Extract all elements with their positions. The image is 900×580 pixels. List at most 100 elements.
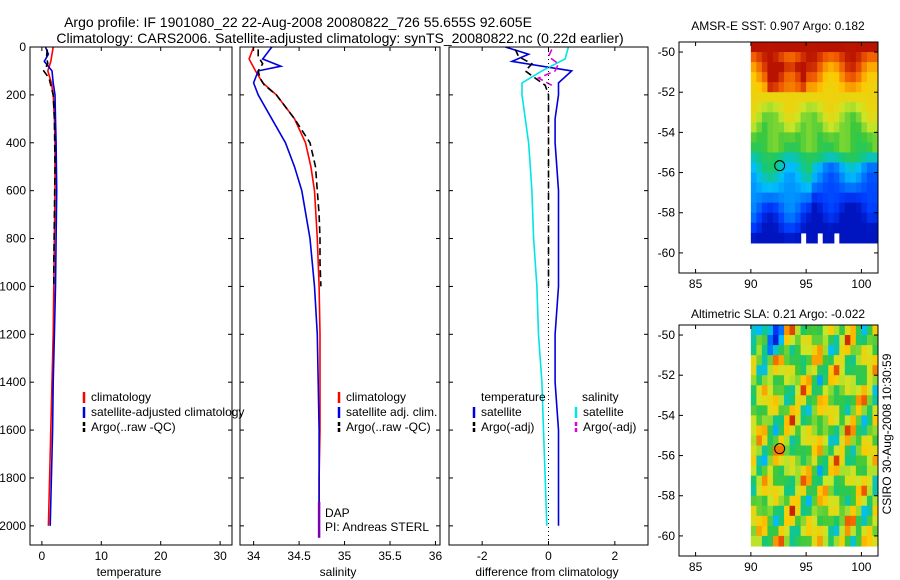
sla-map-cell-191	[789, 405, 796, 416]
sst-map-cell-115	[750, 92, 757, 103]
sla-map-cell-490	[789, 535, 796, 547]
sst-map-cell-245	[833, 142, 840, 154]
sst-map-cell-254	[756, 152, 763, 164]
sst-map-cell-83	[828, 72, 835, 83]
sst-map-cell-286	[806, 162, 813, 174]
sst-map-cell-298	[872, 162, 878, 174]
sst-map-axes-box	[678, 41, 879, 274]
sla-map-cell-243	[822, 425, 829, 437]
sla-map-cell-401	[806, 495, 813, 507]
sst-map-cell-373	[778, 202, 785, 214]
sla-map-cell-293	[844, 445, 851, 457]
sst-map-cell-50	[772, 62, 780, 73]
sla-map-cell-233	[767, 425, 774, 437]
sst-map-cell-362	[844, 192, 851, 204]
sla-map-cell-88	[855, 355, 863, 366]
sst-map-cell-338	[839, 182, 846, 194]
sst-map-cell-443	[784, 232, 791, 244]
sst-map-cell-205	[866, 122, 874, 133]
sst-map-cell-198	[828, 122, 835, 133]
sla-map-cell-211	[772, 415, 780, 427]
sla-map-cell-83	[828, 355, 835, 366]
sst-map-cell-30	[789, 52, 796, 63]
sla-map-cell-290	[828, 445, 835, 457]
salinity-annotation-line-1: DAP	[325, 506, 350, 520]
sla-map-cell-60	[828, 345, 835, 356]
sst-map-cell-119	[772, 92, 780, 103]
sst-map-cell-78	[800, 72, 807, 83]
sla-map-cell-24	[756, 335, 763, 346]
sla-map-cell-297	[866, 445, 874, 457]
sla-map-cell-284	[795, 445, 802, 457]
sst-map-cell-418	[772, 222, 780, 234]
sla-map-xtick-label-0: 85	[689, 560, 703, 574]
sst-map-cell-388	[861, 202, 868, 214]
sst-map-cell-15	[833, 42, 840, 53]
sst-map-cell-374	[784, 202, 791, 214]
sla-map-cell-159	[866, 385, 874, 396]
sst-map-cell-331	[800, 182, 807, 194]
sst-map-cell-224	[844, 132, 851, 144]
sst-map-cell-420	[784, 222, 791, 234]
sst-map-cell-99	[789, 82, 796, 93]
sst-map-cell-250	[861, 142, 868, 154]
sla-map-cell-238	[795, 425, 802, 437]
sst-map-cell-65	[855, 62, 863, 73]
sst-map-cell-437	[750, 232, 757, 244]
sla-map-cell-73	[772, 355, 780, 366]
sla-map-cell-249	[855, 425, 863, 437]
sla-map-cell-12	[817, 325, 824, 336]
sla-map-cell-109	[844, 365, 851, 376]
salinity-xtick-label-4: 36	[429, 549, 443, 563]
sst-map-cell-257	[772, 152, 780, 164]
sla-map-argo-marker	[774, 443, 786, 455]
sst-map-cell-305	[784, 172, 791, 184]
salinity-axes-box	[239, 46, 441, 546]
sst-map-cell-194	[806, 122, 813, 133]
sla-map-cell-44	[866, 335, 874, 346]
sst-map-cell-363	[850, 192, 857, 204]
sst-map-cell-407	[839, 212, 846, 224]
sla-map-cell-219	[817, 415, 824, 427]
sla-map-cell-97	[778, 365, 785, 376]
sla-map-cell-307	[795, 455, 802, 467]
sla-map-cell-76	[789, 355, 796, 366]
sla-map-cell-472	[817, 525, 824, 537]
sla-map-xtick-label-1: 90	[744, 560, 758, 574]
sla-map-cell-329	[789, 465, 796, 477]
sla-map-cell-176	[833, 395, 840, 406]
sla-map-cell-157	[855, 385, 863, 396]
sst-map-cell-165	[772, 112, 780, 123]
sla-map-cell-300	[756, 455, 763, 467]
sla-map-cell-310	[811, 455, 818, 467]
sst-map-cell-214	[789, 132, 796, 144]
sst-map-cell-142	[772, 102, 780, 113]
sla-map-cell-61	[833, 345, 840, 356]
sla-map-cell-171	[806, 395, 813, 406]
sst-map-cell-24	[756, 52, 763, 63]
sla-map-cell-452	[833, 515, 840, 527]
difference-series-3	[536, 49, 560, 87]
sla-map-ytick-label-3: -56	[658, 449, 676, 463]
sst-map-cell-449	[828, 232, 835, 244]
sla-map-cell-42	[855, 335, 863, 346]
sla-map-cell-431	[844, 505, 851, 517]
sla-map-cell-178	[844, 395, 851, 406]
sst-map-cell-444	[789, 232, 796, 244]
sla-map-cell-377	[800, 485, 807, 497]
sla-map-cell-235	[778, 425, 785, 437]
sla-map-cell-223	[839, 415, 846, 427]
sla-map-cell-103	[811, 365, 818, 376]
sla-map-cell-2	[761, 325, 769, 336]
sla-map-cell-281	[778, 445, 785, 457]
sst-map-cell-56	[806, 62, 813, 73]
sla-map-cell-34	[811, 335, 818, 346]
sla-map-cell-296	[861, 445, 868, 457]
sla-map-cell-306	[789, 455, 796, 467]
sla-map-cell-468	[795, 525, 802, 537]
sla-map-cell-208	[756, 415, 763, 427]
sst-map-cell-107	[833, 82, 840, 93]
sla-map-cell-29	[784, 335, 791, 346]
sst-map-cell-403	[817, 212, 824, 224]
sla-map-cell-461	[756, 525, 763, 537]
